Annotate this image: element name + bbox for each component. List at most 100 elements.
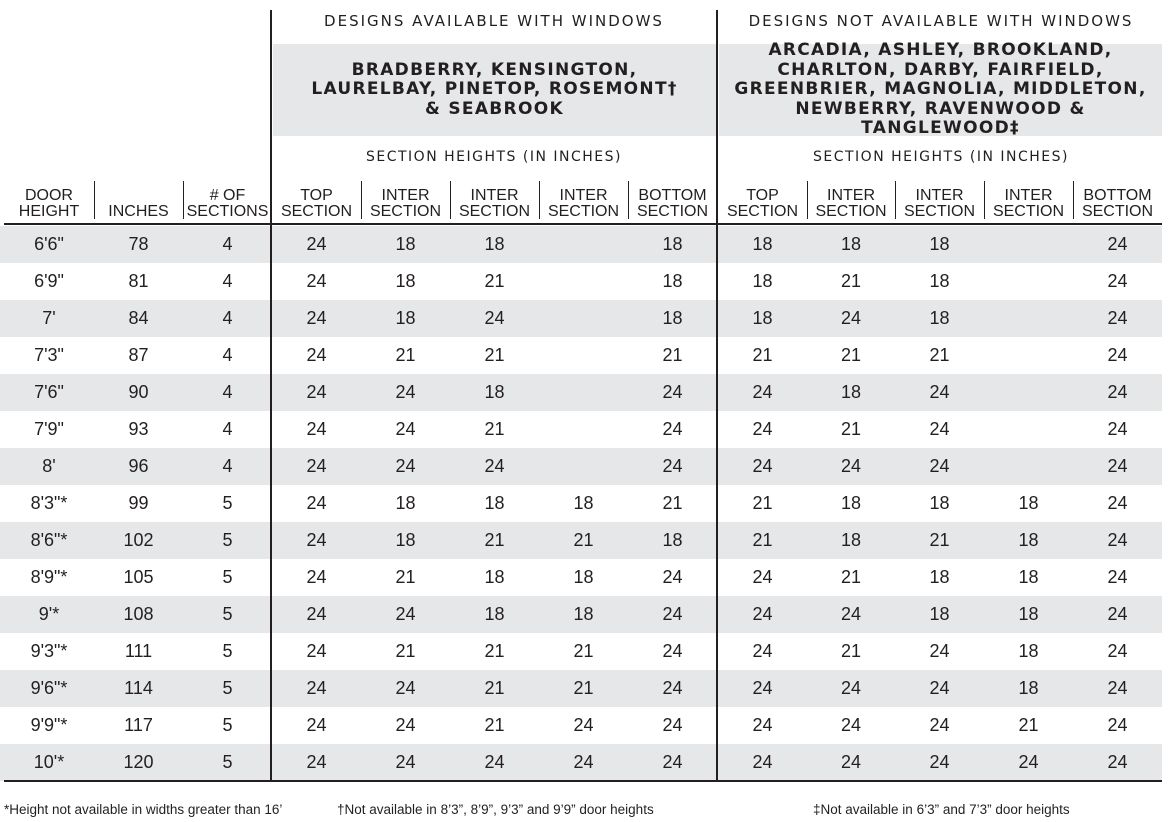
cell-door-height: 9'6"* (30, 678, 68, 698)
cell-nowin-inter-1: 24 (840, 715, 862, 735)
cell-num-sections: 5 (222, 604, 233, 624)
cell-inches: 78 (128, 234, 149, 254)
cell-win-inter-1: 18 (395, 308, 416, 328)
cell-nowin-bottom: 24 (1107, 678, 1128, 698)
cell-win-inter-2: 24 (484, 752, 505, 772)
subtitle-with-windows: SECTION HEIGHTS (IN INCHES) (365, 149, 622, 165)
table-row: 9'6"* 114 5 24 24 21 21 24 24 24 24 18 24 (0, 670, 1162, 707)
footnote-double-dagger: ‡Not available in 6’3” and 7’3” door hei… (813, 802, 1070, 817)
table-row: 8' 96 4 24 24 24 24 24 24 24 24 (0, 448, 1162, 485)
cell-nowin-inter-2: 24 (929, 752, 950, 772)
cell-nowin-inter-3: 21 (1018, 715, 1039, 735)
cell-win-inter-1: 24 (395, 752, 416, 772)
cell-win-inter-2: 18 (484, 567, 505, 587)
cell-win-inter-3: 24 (573, 715, 594, 735)
cell-nowin-top: 21 (752, 530, 773, 550)
cell-nowin-inter-1: 21 (840, 271, 862, 291)
cell-win-inter-2: 21 (484, 345, 505, 365)
cell-nowin-top: 18 (752, 234, 773, 254)
cell-win-top: 24 (306, 308, 327, 328)
cell-nowin-bottom: 24 (1107, 752, 1128, 772)
cell-inches: 120 (123, 752, 154, 772)
cell-nowin-inter-2: 18 (929, 271, 950, 291)
cell-nowin-bottom: 24 (1107, 234, 1128, 254)
cell-nowin-inter-2: 21 (929, 530, 950, 550)
cell-win-inter-1: 21 (395, 567, 416, 587)
cell-nowin-bottom: 24 (1107, 308, 1128, 328)
cell-nowin-inter-2: 18 (929, 493, 950, 513)
cell-inches: 90 (128, 382, 149, 402)
header-divider (539, 181, 540, 219)
cell-nowin-inter-1: 18 (840, 382, 862, 402)
cell-win-inter-1: 24 (395, 678, 416, 698)
cell-door-height: 9'9"* (30, 715, 68, 735)
cell-win-top: 24 (306, 271, 327, 291)
col-head-inter-section: INTER SECTION (992, 187, 1065, 220)
cell-nowin-top: 24 (752, 678, 773, 698)
table-row: 8'9"* 105 5 24 21 18 18 24 24 21 18 18 24 (0, 559, 1162, 596)
cell-win-inter-2: 18 (484, 382, 505, 402)
cell-win-bottom: 18 (662, 234, 683, 254)
cell-win-inter-3 (539, 411, 628, 448)
cell-win-inter-3 (539, 300, 628, 337)
cell-nowin-top: 24 (752, 715, 773, 735)
cell-win-inter-2: 21 (484, 530, 505, 550)
cell-door-height: 7'9" (34, 419, 64, 439)
cell-win-bottom: 24 (662, 567, 683, 587)
col-head-inter-section: INTER SECTION (369, 187, 442, 220)
cell-inches: 99 (128, 493, 149, 513)
cell-win-inter-1: 18 (395, 271, 416, 291)
cell-nowin-bottom: 24 (1107, 604, 1128, 624)
cell-door-height: 8'9"* (30, 567, 68, 587)
cell-win-top: 24 (306, 456, 327, 476)
header-rule (4, 223, 1162, 225)
cell-nowin-inter-2: 18 (929, 604, 950, 624)
cell-nowin-inter-2: 24 (929, 456, 950, 476)
cell-nowin-bottom: 24 (1107, 493, 1128, 513)
cell-win-bottom: 24 (662, 641, 683, 661)
cell-num-sections: 5 (222, 752, 233, 772)
cell-door-height: 7' (42, 308, 56, 328)
cell-inches: 114 (124, 678, 153, 698)
cell-inches: 81 (128, 271, 149, 291)
cell-win-inter-3 (539, 337, 628, 374)
group-title-without-windows: DESIGNS NOT AVAILABLE WITH WINDOWS (748, 12, 1134, 30)
cell-win-inter-3: 21 (573, 641, 594, 661)
cell-win-top: 24 (306, 234, 327, 254)
cell-nowin-inter-1: 18 (840, 530, 862, 550)
cell-nowin-inter-3: 18 (1018, 604, 1039, 624)
cell-nowin-top: 21 (752, 493, 773, 513)
cell-nowin-top: 21 (752, 345, 773, 365)
footnote-width-limit: *Height not available in widths greater … (4, 802, 283, 817)
cell-inches: 117 (124, 715, 153, 735)
cell-inches: 93 (128, 419, 149, 439)
cell-nowin-top: 24 (752, 456, 773, 476)
header-divider (361, 181, 362, 219)
header-divider (94, 181, 95, 219)
cell-win-top: 24 (306, 345, 327, 365)
col-head-bottom-section: BOTTOM SECTION (636, 187, 709, 220)
header-divider (895, 181, 896, 219)
cell-win-top: 24 (306, 493, 327, 513)
table-row: 6'6" 78 4 24 18 18 18 18 18 18 24 (0, 226, 1162, 263)
cell-nowin-inter-3: 18 (1018, 530, 1039, 550)
col-head-num-sections: # OF SECTIONS (186, 187, 269, 220)
cell-door-height: 8' (42, 456, 56, 476)
cell-win-inter-3 (539, 226, 628, 263)
cell-door-height: 9'* (38, 604, 60, 624)
cell-nowin-top: 24 (752, 567, 773, 587)
cell-nowin-inter-1: 21 (840, 345, 862, 365)
cell-nowin-inter-3: 18 (1018, 493, 1039, 513)
cell-nowin-inter-3 (984, 226, 1073, 263)
subtitle-without-windows: SECTION HEIGHTS (IN INCHES) (812, 149, 1069, 165)
col-head-inter-section: INTER SECTION (903, 187, 976, 220)
cell-nowin-inter-1: 21 (840, 419, 862, 439)
cell-nowin-bottom: 24 (1107, 567, 1128, 587)
cell-win-inter-3: 21 (573, 678, 594, 698)
cell-win-inter-3: 18 (573, 493, 594, 513)
cell-num-sections: 5 (222, 493, 233, 513)
cell-win-inter-2: 18 (484, 493, 505, 513)
col-head-door-height: DOOR HEIGHT (18, 187, 80, 220)
cell-door-height: 8'3"* (30, 493, 68, 513)
designs-list-without-windows: ARCADIA, ASHLEY, BROOKLAND, CHARLTON, DA… (734, 40, 1147, 139)
